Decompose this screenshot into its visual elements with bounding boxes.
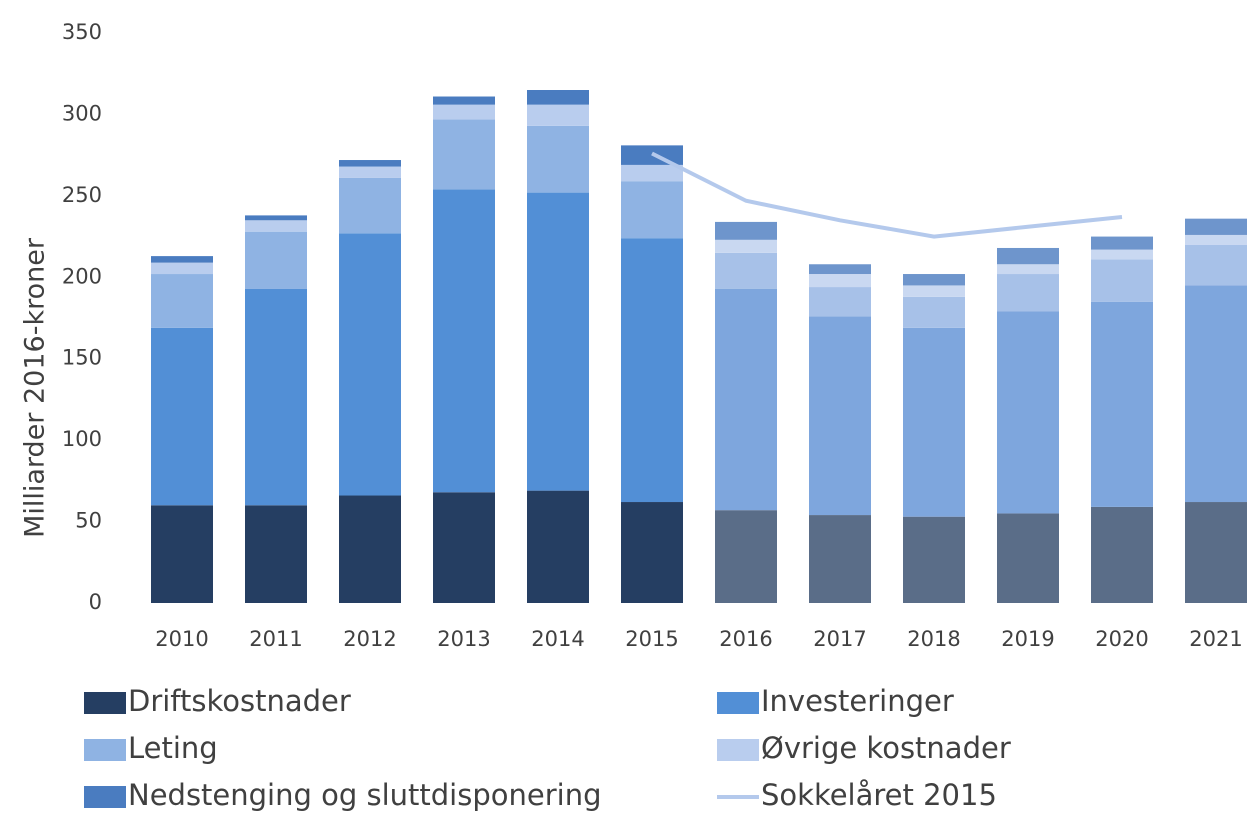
legend-label: Øvrige kostnader	[761, 731, 1011, 765]
bar-segment	[339, 233, 401, 496]
x-tick-label: 2018	[907, 627, 960, 651]
bar-segment	[903, 516, 965, 603]
bar-segment	[151, 262, 213, 275]
bar-segment	[1091, 301, 1153, 507]
x-tick-label: 2011	[249, 627, 302, 651]
x-tick-label: 2015	[625, 627, 678, 651]
bar-segment	[621, 502, 683, 603]
bar-segment	[339, 177, 401, 234]
legend-label: Driftskostnader	[128, 684, 351, 718]
bar-segment	[527, 90, 589, 105]
bar-segment	[151, 327, 213, 506]
bar-segment	[245, 505, 307, 603]
bar-segment	[997, 311, 1059, 514]
x-tick-label: 2012	[343, 627, 396, 651]
bar-segment	[809, 316, 871, 516]
bar-segment	[339, 160, 401, 167]
legend-swatch	[84, 692, 126, 714]
bar-segment	[245, 231, 307, 289]
bar-segment	[1091, 249, 1153, 260]
y-tick-label: 150	[62, 346, 102, 370]
bar-segment	[339, 166, 401, 178]
bar-segment	[433, 119, 495, 190]
bar-segment	[527, 125, 589, 193]
x-tick-label: 2020	[1095, 627, 1148, 651]
bar-segment	[621, 238, 683, 503]
bar-segment	[715, 510, 777, 603]
bar-segment	[1091, 259, 1153, 302]
bar-segment	[245, 215, 307, 221]
bar-segment	[339, 495, 401, 603]
bar-segment	[997, 247, 1059, 265]
bar-segment	[903, 327, 965, 517]
bar-segment	[1091, 506, 1153, 603]
bar-segment	[433, 189, 495, 493]
y-tick-label: 0	[89, 590, 102, 614]
legend-swatch	[717, 692, 759, 714]
y-tick-label: 100	[62, 427, 102, 451]
bar-segment	[1185, 218, 1247, 235]
y-tick-label: 250	[62, 183, 102, 207]
bar-segment	[151, 505, 213, 603]
bar-segment	[621, 164, 683, 182]
y-tick-label: 350	[62, 20, 102, 44]
bar-segment	[997, 264, 1059, 275]
y-tick-label: 50	[75, 509, 102, 533]
bar-segment	[715, 239, 777, 253]
y-axis-title: Milliarder 2016-kroner	[20, 237, 51, 538]
bar-segment	[903, 285, 965, 297]
bar-segment	[809, 515, 871, 603]
bar-segment	[245, 220, 307, 232]
bar-segment	[809, 264, 871, 275]
bar-segment	[809, 287, 871, 317]
bar-segment	[151, 256, 213, 263]
legend-label: Investeringer	[761, 684, 954, 718]
legend-label: Nedstenging og sluttdisponering	[128, 778, 602, 812]
bar-segment	[245, 288, 307, 506]
bar-segment	[433, 104, 495, 120]
legend-swatch	[84, 786, 126, 808]
bar-segment	[527, 192, 589, 491]
bar-segment	[1185, 244, 1247, 286]
bar-segment	[1091, 236, 1153, 250]
bar-segment	[715, 252, 777, 289]
y-tick-label: 200	[62, 264, 102, 288]
bar-segment	[1185, 234, 1247, 245]
x-tick-label: 2019	[1001, 627, 1054, 651]
legend-label: Leting	[128, 731, 218, 765]
x-tick-label: 2016	[719, 627, 772, 651]
bar-segment	[715, 288, 777, 511]
bar-segment	[527, 104, 589, 126]
bar-segment	[997, 274, 1059, 312]
bar-segment	[527, 490, 589, 603]
bar-segment	[1185, 502, 1247, 603]
y-tick-label: 300	[62, 101, 102, 125]
bar-segment	[903, 296, 965, 328]
bar-segment	[1185, 285, 1247, 503]
bar-segment	[433, 492, 495, 603]
x-tick-label: 2017	[813, 627, 866, 651]
x-tick-label: 2010	[155, 627, 208, 651]
bar-segment	[809, 274, 871, 288]
legend-swatch	[84, 739, 126, 761]
x-tick-label: 2013	[437, 627, 490, 651]
bar-segment	[715, 221, 777, 240]
bar-segment	[903, 274, 965, 286]
bar-segment	[997, 513, 1059, 603]
x-tick-label: 2014	[531, 627, 584, 651]
bar-segment	[621, 181, 683, 239]
bar-segment	[433, 96, 495, 105]
x-tick-label: 2021	[1189, 627, 1242, 651]
legend-label: Sokkelåret 2015	[761, 778, 997, 812]
line	[651, 151, 1123, 239]
legend-swatch	[717, 739, 759, 761]
bar-segment	[151, 274, 213, 328]
